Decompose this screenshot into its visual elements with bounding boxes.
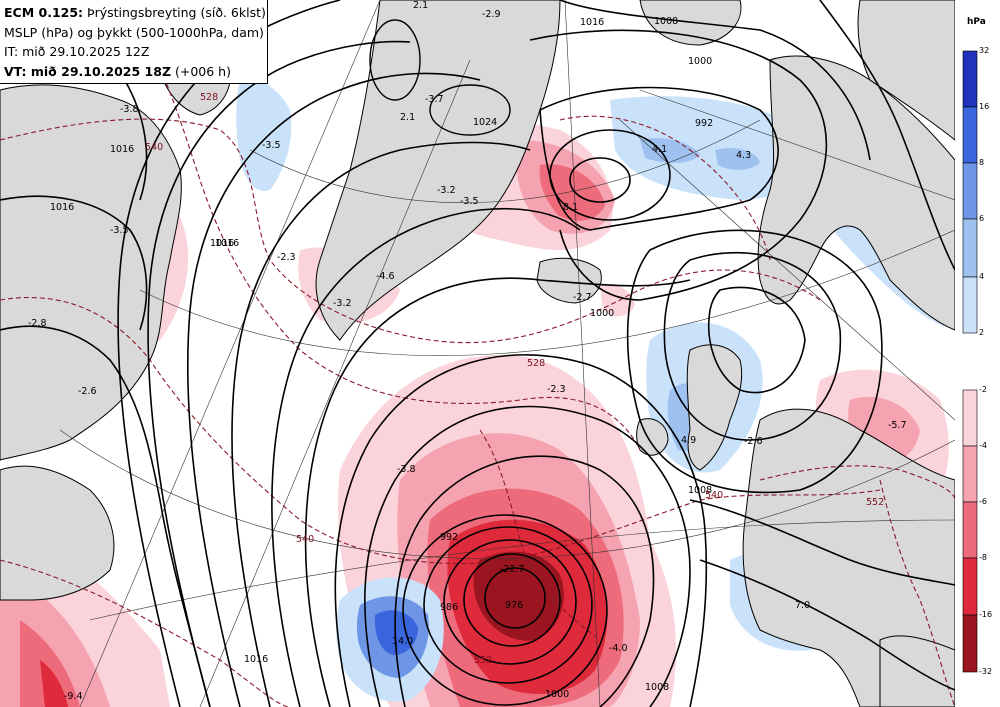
map-label: -4.6 [376,271,395,282]
legend-tick: -8 [979,553,987,562]
map-label: -5.7 [888,420,907,431]
map-label: 1008 [654,16,678,27]
thickness-label: 552 [866,497,884,508]
thickness-label: 540 [296,534,314,545]
valid-time: VT: mið 29.10.2025 18Z (+006 h) [4,63,231,79]
map-label: 1016 [110,144,134,155]
map-label: 2.1 [400,112,415,123]
legend-colorbars [962,50,978,673]
legend-tick: 2 [979,328,985,337]
map-label: -3.5 [460,196,479,207]
legend-tick: 16 [979,102,990,111]
product-title: ECM 0.125: Þrýstingsbreyting (síð. 6klst… [4,5,266,20]
map-label: 1000 [590,308,614,319]
thickness-label: 540 [145,142,163,153]
map-info-box: ECM 0.125: Þrýstingsbreyting (síð. 6klst… [0,0,268,84]
legend-tick: 4 [979,272,985,281]
local-highs [369,19,511,136]
map-label: -4.0 [609,643,628,654]
map-label: 1000 [688,56,712,67]
map-label: -2.3 [277,252,296,263]
map-label: 7.0 [795,600,810,611]
fields-description: MSLP (hPa) og þykkt (500-1000hPa, dam) [4,24,264,40]
map-label: 14.0 [392,636,413,647]
isobars [0,0,955,707]
legend-tick: -32 [979,667,993,676]
map-label: 986 [440,602,458,613]
legend-tick: -4 [979,441,987,450]
legend-tick: -16 [979,610,993,619]
map-value-labels: 2.1 -2.9 -3.8 1016 1024 -3.5 1016 -3.5 1… [28,0,907,702]
map-label: -3.5 [262,140,281,151]
legend-tick: 8 [979,158,985,167]
negative-colorbar [962,389,978,673]
map-label: -3.8 [397,464,416,475]
map-label: 1008 [688,485,712,496]
land-masses [0,0,955,707]
map-label: 1000 [545,689,569,700]
map-label: -2.8 [28,318,47,329]
map-label: 4.9 [681,435,696,446]
map-label: 976 [505,600,523,611]
map-label: 4.1 [652,144,667,155]
legend-tick: -6 [979,497,987,506]
map-label: -2.6 [78,386,97,397]
map-label: -22.7 [500,564,525,575]
legend-unit: hPa [967,17,986,27]
map-label: 1016 [50,202,74,213]
map-label: -9.4 [64,691,83,702]
legend-tick: -2 [979,385,987,394]
positive-colorbar [962,50,978,334]
map-label: 1016 [244,654,268,665]
map-label: -2.9 [482,9,501,20]
map-label: 1016 [210,238,234,249]
map-label: 992 [440,532,458,543]
map-label: -3.2 [437,185,456,196]
legend-tick: 6 [979,214,985,223]
map-label: 992 [695,118,713,129]
thickness-label: 552 [474,655,492,666]
map-label: 1016 [580,17,604,28]
map-label: -2.3 [547,384,566,395]
thickness-label: 528 [200,92,218,103]
map-label: -3.7 [425,94,444,105]
map-label: -3.2 [333,298,352,309]
map-label: 2.1 [413,0,428,11]
map-label: -2.6 [744,436,763,447]
map-label: 4.3 [736,150,751,161]
map-label: -2.7 [573,292,592,303]
map-label: 1024 [473,117,497,128]
legend-tick: 32 [979,46,990,55]
thickness-label: 540 [705,490,723,501]
colorbar-legend: hPa 32 16 8 6 4 2 -2 -4 -6 -8 -16 -32 [955,0,1000,707]
synoptic-map: 2.1 -2.9 -3.8 1016 1024 -3.5 1016 -3.5 1… [0,0,955,707]
thickness-label: 528 [527,358,545,369]
map-label: 8.1 [563,202,578,213]
initial-time: IT: mið 29.10.2025 12Z [4,44,150,59]
map-label: -3.5 [110,225,129,236]
graticule [59,0,955,707]
map-label: -3.8 [120,104,139,115]
map-label: 1008 [645,682,669,693]
thickness-labels: 528 540 528 540 552 552 540 [145,92,884,666]
map-label: 1016 [215,238,239,249]
